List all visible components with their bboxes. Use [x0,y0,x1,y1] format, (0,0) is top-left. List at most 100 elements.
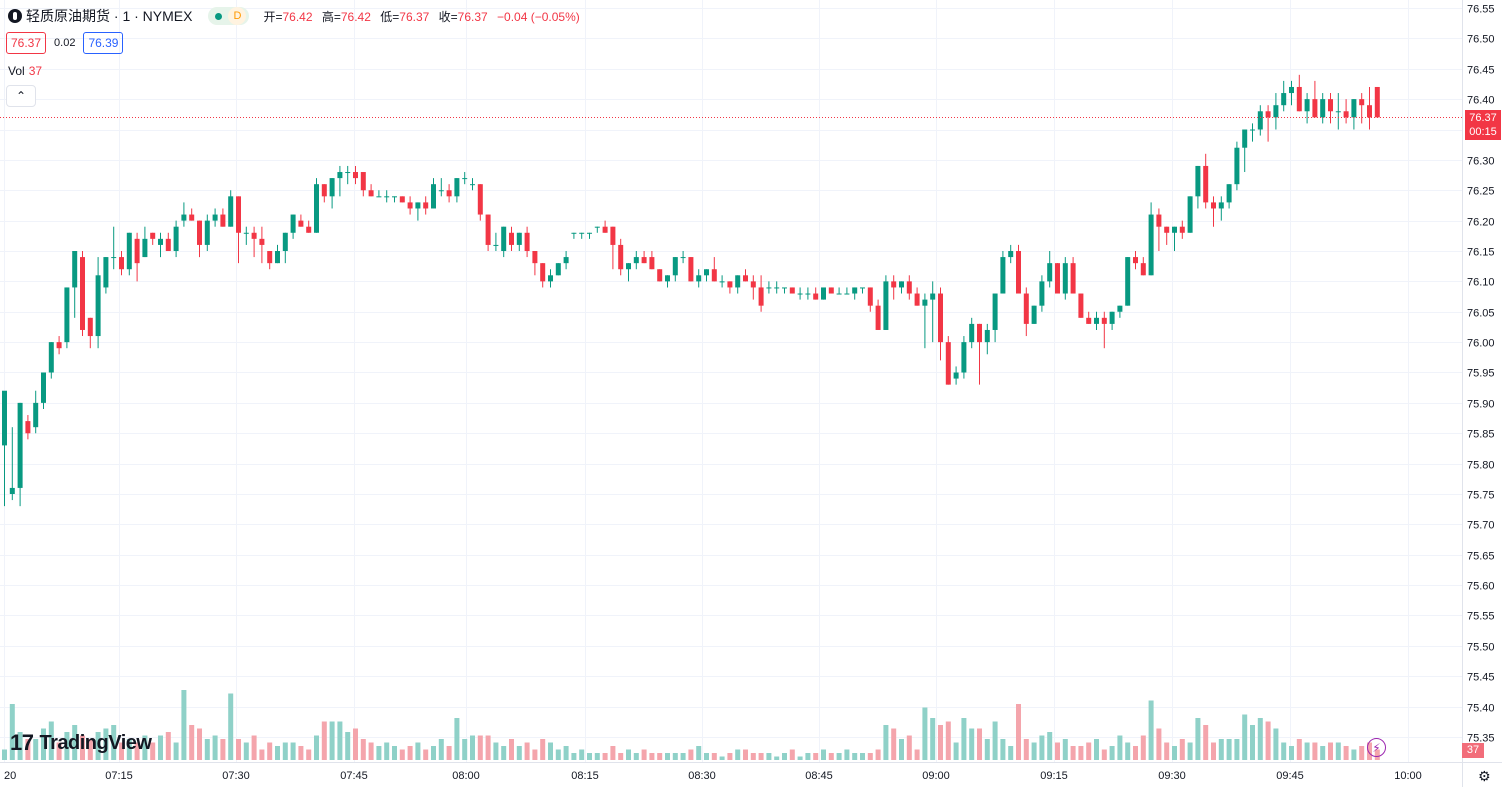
volume-bar [306,749,312,760]
y-tick-label: 76.15 [1467,247,1495,259]
tradingview-logo[interactable]: 17 TradingView [10,730,152,756]
candle-body [290,214,296,233]
volume-bar [376,746,382,760]
volume-bar [329,721,335,760]
volume-bar [1133,746,1138,760]
candle-body [516,232,522,245]
candle-body [87,317,93,337]
bid-price-button[interactable]: 76.37 [6,32,47,54]
ask-price-button[interactable]: 76.39 [83,32,124,54]
volume-bar [1343,746,1349,760]
volume-bar [1140,735,1146,760]
candle-body [899,281,904,288]
candle-body [197,220,202,245]
volume-bar [212,735,218,760]
candle-body [1070,263,1076,294]
volume-bar [204,739,210,760]
volume-bar [696,746,702,760]
volume-bar [1203,725,1209,760]
candle-body [766,287,772,289]
volume-bar [1312,742,1318,760]
volume-bar [1101,749,1107,760]
volume-bar [735,749,741,760]
candle-body [1351,99,1357,118]
volume-bar [977,728,982,760]
candle-body [805,293,811,295]
candle-body [594,226,600,228]
volume-bar [633,753,639,760]
volume-bar [345,732,351,760]
candle-body [1242,129,1248,148]
volume-bar [899,739,904,760]
volume-bar [1296,739,1302,760]
volume-bar [1000,739,1006,760]
candle-body [984,329,990,343]
volume-bar [797,756,803,760]
candle-body [1203,165,1209,203]
market-status-pill[interactable]: D [208,7,250,25]
x-tick-label: 07:45 [340,770,368,782]
candle-body [1289,86,1294,94]
volume-bar [665,753,670,760]
volume-bar [1281,742,1287,760]
volume-bar [953,742,959,760]
lightning-icon[interactable]: ⚡ [1367,738,1386,757]
candle-body [548,275,553,282]
volume-bar [1257,718,1263,760]
tradingview-mark-icon: 17 [10,730,34,755]
volume-bar [243,742,249,760]
candle-body [1343,111,1349,118]
candle-body [33,402,39,428]
volume-bar [1117,735,1123,760]
volume-bar [938,725,943,760]
volume-bar [1008,746,1014,760]
volume-bar [571,753,577,760]
volume-bar [1320,746,1326,760]
volume-bar [945,721,951,760]
volume-bar [1156,728,1162,760]
x-tick-label: 20 [4,770,16,782]
candle-body [1086,317,1092,324]
x-tick-label: 09:00 [922,770,950,782]
ohlc-values: 开=76.42 高=76.42 低=76.37 收=76.37 −0.04 (−… [263,8,585,25]
collapse-legend-button[interactable]: ⌃ [6,85,36,107]
candle-body [1234,147,1240,185]
volume-bar [930,718,936,760]
volume-bar [727,753,733,760]
volume-bar [228,693,234,760]
candle-body [1047,263,1053,282]
candle-body [969,323,975,343]
volume-bar [649,753,655,760]
bar-countdown: 00:15 [1469,126,1497,138]
volume-bar [548,742,553,760]
candle-body [844,293,850,295]
volume-bar [1273,728,1279,760]
volume-bar [407,746,413,760]
candle-body [743,275,748,282]
volume-bar [259,749,265,760]
volume-bar [438,739,444,760]
candle-body [72,251,78,288]
volume-bar [828,753,834,760]
volume-bar [1265,721,1271,760]
volume-bar [321,721,327,760]
volume-bar [1289,746,1294,760]
candle-body [1125,257,1131,306]
volume-bar [9,704,15,760]
volume-bar [25,739,31,760]
candle-body [95,275,101,337]
x-tick-label: 08:45 [805,770,833,782]
volume-bar [766,753,772,760]
candle-body [680,257,686,259]
y-tick-label: 76.00 [1467,338,1495,350]
symbol-title[interactable]: 轻质原油期货 · 1 · NYMEX [26,8,193,24]
gear-icon[interactable]: ⚙ [1478,768,1491,784]
volume-bar [657,753,663,760]
y-tick-label: 76.05 [1467,308,1495,320]
candle-body [158,238,163,245]
volume-bar [789,749,795,760]
y-tick-label: 75.85 [1467,429,1495,441]
volume-bar [867,753,873,760]
volume-bar [750,753,756,760]
